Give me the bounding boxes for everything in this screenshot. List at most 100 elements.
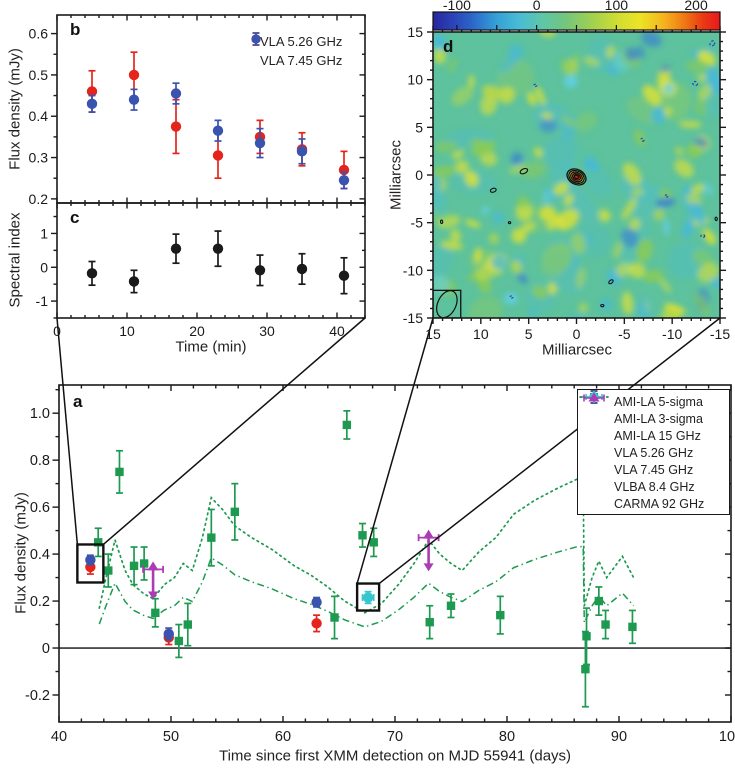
noise-blob	[508, 43, 523, 61]
noise-blob	[674, 159, 694, 178]
noise-blob	[655, 197, 676, 207]
noise-blob	[698, 53, 707, 62]
noise-blob	[437, 214, 461, 229]
noise-blob	[691, 202, 706, 226]
panel-b-point-1	[338, 175, 350, 186]
negative-contour	[700, 234, 706, 239]
noise-blob	[503, 292, 519, 305]
noise-blob	[464, 170, 479, 187]
panel-d-y-tick-label: 10	[407, 72, 423, 88]
panel-a-x-tick-label: 60	[275, 729, 291, 745]
legend-label: AMI-LA 15 GHz	[614, 428, 701, 443]
noise-blob	[454, 160, 469, 174]
panel-b-y-tick-label: 0.2	[29, 191, 49, 207]
noise-blob	[681, 220, 694, 239]
carma-arrow-head	[423, 563, 434, 572]
data-point	[163, 628, 174, 640]
panel-a-ylabel: Flux density (mJy)	[12, 492, 30, 614]
ami-point	[581, 664, 590, 674]
carma-triangle	[423, 529, 435, 539]
panel-c-x-tick-label: 20	[189, 323, 205, 339]
noise-blob	[510, 152, 523, 166]
noise-blob	[491, 254, 508, 271]
legend-item: VLA 5.26 GHz	[582, 390, 729, 461]
noise-blob	[541, 112, 553, 120]
panel-d-y-tick-label: 15	[407, 24, 423, 40]
noise-blob	[674, 146, 684, 157]
noise-blob	[621, 197, 637, 220]
ami-point	[358, 531, 367, 540]
legend-marker-part	[588, 392, 600, 402]
ami-point	[446, 601, 456, 610]
noise-blob	[447, 57, 458, 73]
panel-b-y-tick-label: 0.5	[29, 67, 49, 83]
panel-a-x-tick-label: 100	[719, 729, 735, 745]
noise-blob	[526, 91, 537, 106]
panel-b-point-1	[128, 94, 140, 105]
noise-blob	[685, 192, 702, 206]
noise-blob	[636, 297, 652, 318]
noise-blob	[553, 213, 565, 229]
ami-point	[115, 467, 124, 477]
panel-d-y-tick-label: -15	[403, 310, 423, 326]
negative-contour	[533, 83, 538, 88]
panel-a-x-tick-label: 70	[387, 729, 403, 745]
source-contour-ring	[573, 174, 580, 180]
panel-a-letter: a	[73, 392, 83, 411]
panel-a-x-tick-label: 90	[611, 729, 627, 745]
legend-swatch	[582, 390, 614, 443]
legend-swatch	[582, 390, 614, 477]
panel-c-y-tick-label: -1	[36, 293, 49, 309]
panel-a-x-tick-label: 50	[163, 729, 179, 745]
noise-blob	[613, 241, 623, 259]
noise-blob	[576, 267, 586, 289]
noise-blob	[606, 65, 620, 76]
panel-d-colorbar: -100 0 100 200	[432, 0, 721, 31]
legend-item: AMI-LA 3-sigma	[580, 396, 729, 427]
legend-label: VLA 7.45 GHz	[614, 462, 694, 477]
panel-a-legend: AMI-LA 5-sigma AMI-LA 3-sigma AMI-LA 15 GH…	[577, 389, 730, 515]
central-source	[566, 168, 587, 186]
noise-blob	[433, 175, 443, 197]
panel-d-letter: d	[443, 37, 454, 56]
ami-point	[601, 620, 610, 629]
legend-item: VLA 7.45 GHz	[240, 32, 365, 70]
legend-label: VLBA 8.4 GHz	[614, 479, 695, 494]
ami-point	[582, 632, 591, 641]
panel-d-x-tick-label: -10	[662, 326, 682, 342]
noise-blob	[542, 135, 579, 168]
panel-c-point	[338, 270, 350, 281]
noise-blob	[642, 85, 662, 106]
legend-marker-part	[251, 34, 261, 44]
beam-box	[433, 289, 462, 318]
panel-d-heatmap	[433, 32, 720, 318]
ami-point	[628, 622, 637, 632]
ami-5sigma-line	[98, 478, 635, 614]
ami-point	[104, 566, 113, 575]
ami-point	[369, 538, 378, 547]
noise-blob	[598, 209, 611, 222]
noise-blob	[560, 59, 575, 75]
legend-item: VLA 7.45 GHz	[582, 390, 729, 478]
source-contour-ring	[566, 168, 587, 186]
noise-blob	[510, 260, 523, 274]
noise-blob	[583, 56, 600, 67]
noise-blob	[550, 160, 581, 191]
positive-contour	[519, 167, 529, 175]
noise-blob	[561, 115, 576, 127]
ami-point	[230, 507, 240, 517]
noise-blob	[451, 150, 464, 159]
noise-blob	[521, 221, 536, 234]
panel-a-y-tick-label: 0.6	[30, 500, 50, 516]
carma-arrow-head	[148, 591, 159, 600]
panel-c-spines	[56, 202, 366, 319]
legend-swatch	[240, 32, 261, 69]
panel-a-axes: 40 50 60 70 80 90 100 -0.2 0 0.2 0.4 0.6 0.8 1.0	[25, 384, 735, 745]
panel-d-y-tick-label: -10	[403, 262, 423, 278]
noise-blob	[691, 183, 705, 195]
ami-point	[174, 636, 184, 646]
panel-b-y-tick-label: 0.3	[29, 150, 49, 166]
panel-d-y-tick-label: -5	[411, 215, 424, 231]
panel-c-x-tick-label: 10	[119, 323, 135, 339]
